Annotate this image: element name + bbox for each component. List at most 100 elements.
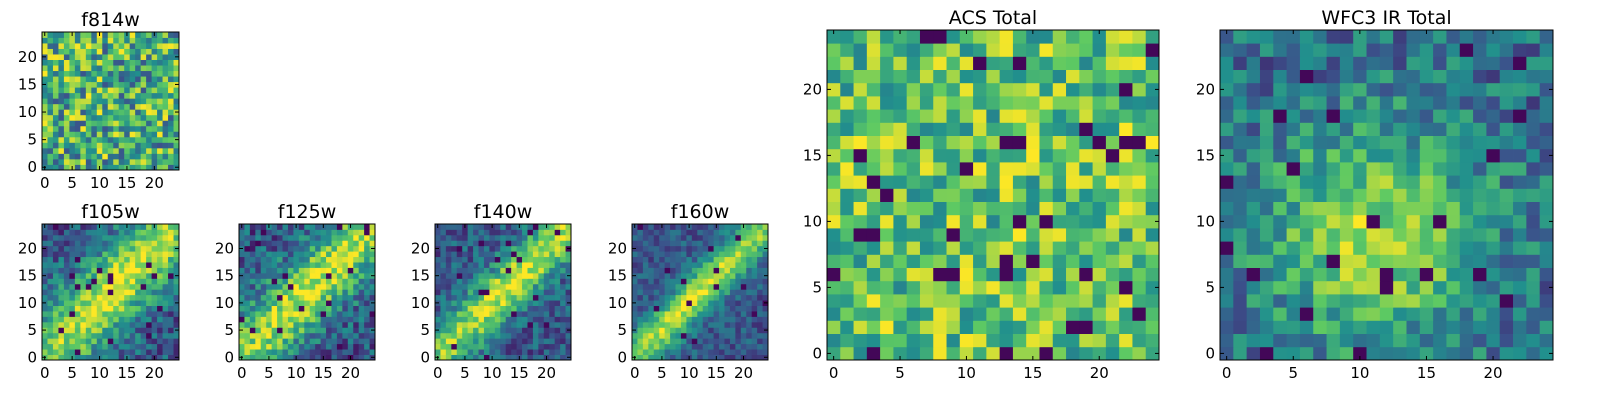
heatmap-cell [47,142,54,149]
heatmap-cell [489,343,496,350]
heatmap-cell [1052,56,1067,70]
heatmap-cell [478,338,485,345]
heatmap-cell [735,321,742,328]
heatmap-cell [757,300,763,306]
heatmap-cell [746,224,753,230]
heatmap-cell [342,354,349,361]
heatmap-cell [1299,254,1314,268]
heatmap-cell [47,321,54,328]
heatmap-cell [686,251,693,258]
heatmap-cell [107,224,114,230]
heatmap-cell [483,349,490,355]
heatmap-cell [331,305,338,312]
heatmap-cell [1012,56,1027,70]
heatmap-cell [113,332,120,339]
heatmap-cell [157,234,163,241]
heatmap-cell [489,300,496,306]
heatmap-cell [107,125,114,132]
heatmap-cell [146,354,152,361]
heatmap-cell [118,32,125,38]
heatmap-cell [1286,109,1301,123]
heatmap-cell [505,229,512,236]
heatmap-cell [853,201,868,216]
heatmap-cell [320,251,327,258]
heatmap-cell [298,343,305,350]
heatmap-cell [1366,294,1381,308]
heatmap-cell [260,321,267,328]
heatmap-cell [532,278,539,285]
heatmap-cell [124,327,131,334]
x-tick-label: 0 [829,364,839,382]
heatmap-cell [146,92,152,99]
heatmap-cell [293,272,300,279]
heatmap-cell [140,256,147,263]
heatmap-cell [906,69,921,84]
heatmap-cell [118,59,125,66]
heatmap-cell [326,354,332,361]
heatmap-cell [331,316,338,323]
heatmap-cell [440,278,447,285]
heatmap-cell [358,272,365,279]
heatmap-cell [113,245,120,252]
heatmap-cell [906,307,921,321]
heatmap-cell [456,349,463,355]
heatmap-cell [999,30,1014,44]
heatmap-cell [483,300,490,306]
heatmap-cell [162,321,169,328]
heatmap-cell [347,327,354,334]
heatmap-cell [135,158,142,165]
heatmap-cell [140,120,147,127]
heatmap-cell [255,278,262,285]
heatmap-cell [489,245,496,252]
heatmap-cell [58,81,65,88]
heatmap-cell [1220,333,1234,348]
heatmap-cell [1526,188,1541,202]
heatmap-cell [74,48,81,55]
heatmap-cell [1039,307,1054,321]
heatmap-cell [162,43,169,49]
heatmap-cell [751,251,758,258]
heatmap-cell [162,289,169,296]
heatmap-cell [85,278,92,285]
heatmap-cell [746,289,753,296]
heatmap-cell [729,229,736,236]
heatmap-cell [456,251,463,258]
heatmap-cell [96,300,103,306]
heatmap-cell [1366,135,1381,150]
heatmap-cell [331,349,338,355]
heatmap-cell [113,81,120,88]
heatmap-cell [260,234,267,241]
heatmap-cell [946,69,961,84]
heatmap-cell [342,300,349,306]
heatmap-cell [255,343,262,350]
heatmap-cell [686,240,693,247]
heatmap-cell [157,43,163,49]
heatmap-cell [511,294,517,301]
heatmap-cell [162,120,169,127]
heatmap-cell [162,59,169,66]
heatmap-cell [1419,346,1434,361]
heatmap-cell [102,131,109,138]
heatmap-cell [157,103,163,110]
heatmap-cell [719,256,725,263]
heatmap-cell [724,289,731,296]
heatmap-cell [162,164,169,171]
heatmap-cell [637,294,644,301]
heatmap-cell [827,320,841,334]
heatmap-cell [642,289,649,296]
heatmap-cell [74,305,81,312]
heatmap-cell [906,135,921,150]
heatmap-cell [336,327,343,334]
heatmap-cell [347,332,354,339]
heatmap-cell [255,316,262,323]
heatmap-cell [1366,96,1381,110]
heatmap-cell [91,48,98,55]
heatmap-cell [69,311,76,317]
heatmap-cell [853,214,868,229]
heatmap-cell [1079,109,1093,123]
heatmap-cell [473,245,479,252]
heatmap-cell [664,272,671,279]
heatmap-cell [1473,307,1487,321]
heatmap-cell [686,305,693,312]
heatmap-cell [282,311,289,317]
